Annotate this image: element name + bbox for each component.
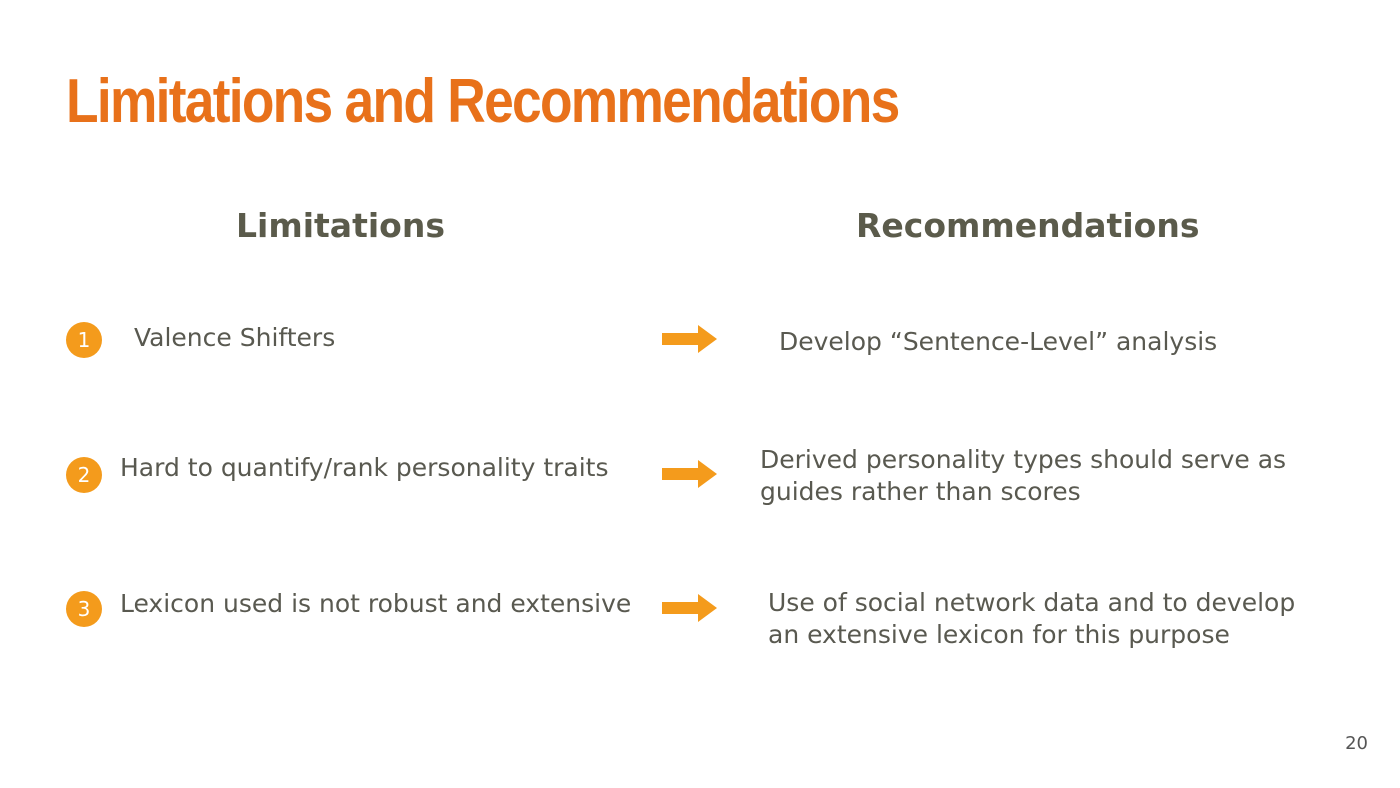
limitations-heading: Limitations <box>236 206 445 245</box>
right-arrow-icon <box>662 325 717 353</box>
recommendation-3-line-1: Use of social network data and to develo… <box>768 588 1296 617</box>
right-arrow-icon <box>662 594 717 622</box>
number-badge-1: 1 <box>66 322 102 358</box>
limitation-1: Valence Shifters <box>134 323 336 352</box>
recommendations-heading: Recommendations <box>856 206 1200 245</box>
number-badge-3: 3 <box>66 591 102 627</box>
right-arrow-icon <box>662 460 717 488</box>
slide-title: Limitations and Recommendations <box>66 67 900 136</box>
recommendation-2-line-2: guides rather than scores <box>760 477 1081 506</box>
limitation-3: Lexicon used is not robust and extensive <box>120 589 632 618</box>
page-number: 20 <box>1345 733 1368 754</box>
recommendation-3-line-2: an extensive lexicon for this purpose <box>768 620 1230 649</box>
number-badge-2: 2 <box>66 457 102 493</box>
recommendation-2-line-1: Derived personality types should serve a… <box>760 445 1287 474</box>
recommendation-1-line-1: Develop “Sentence-Level” analysis <box>779 327 1218 356</box>
limitation-2: Hard to quantify/rank personality traits <box>120 453 609 482</box>
